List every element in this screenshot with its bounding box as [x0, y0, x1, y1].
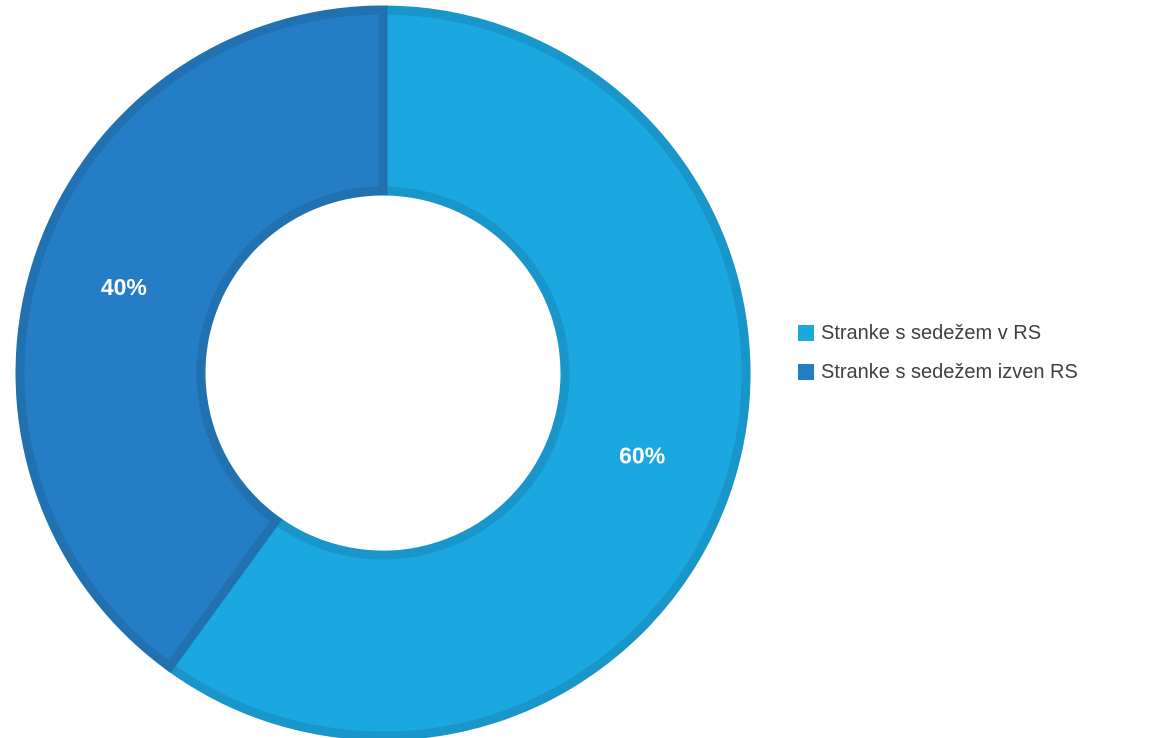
- legend-item-stranke-v-rs[interactable]: Stranke s sedežem v RS: [798, 318, 1078, 348]
- legend-label: Stranke s sedežem v RS: [821, 321, 1042, 344]
- slice-labels: 60% 40%: [101, 274, 665, 468]
- legend-swatch-stranke-izven-rs: [798, 364, 814, 380]
- legend-swatch-stranke-v-rs: [798, 325, 814, 341]
- donut-slice-1[interactable]: [15, 5, 388, 673]
- chart-legend: Stranke s sedežem v RS Stranke s sedežem…: [798, 318, 1078, 396]
- donut-slice-0[interactable]: [163, 5, 751, 738]
- slice-data-label-0: 60%: [619, 442, 665, 468]
- legend-label: Stranke s sedežem izven RS: [821, 360, 1078, 383]
- donut-slices: [15, 5, 751, 738]
- legend-item-stranke-izven-rs[interactable]: Stranke s sedežem izven RS: [798, 357, 1078, 387]
- slice-data-label-1: 40%: [101, 274, 147, 300]
